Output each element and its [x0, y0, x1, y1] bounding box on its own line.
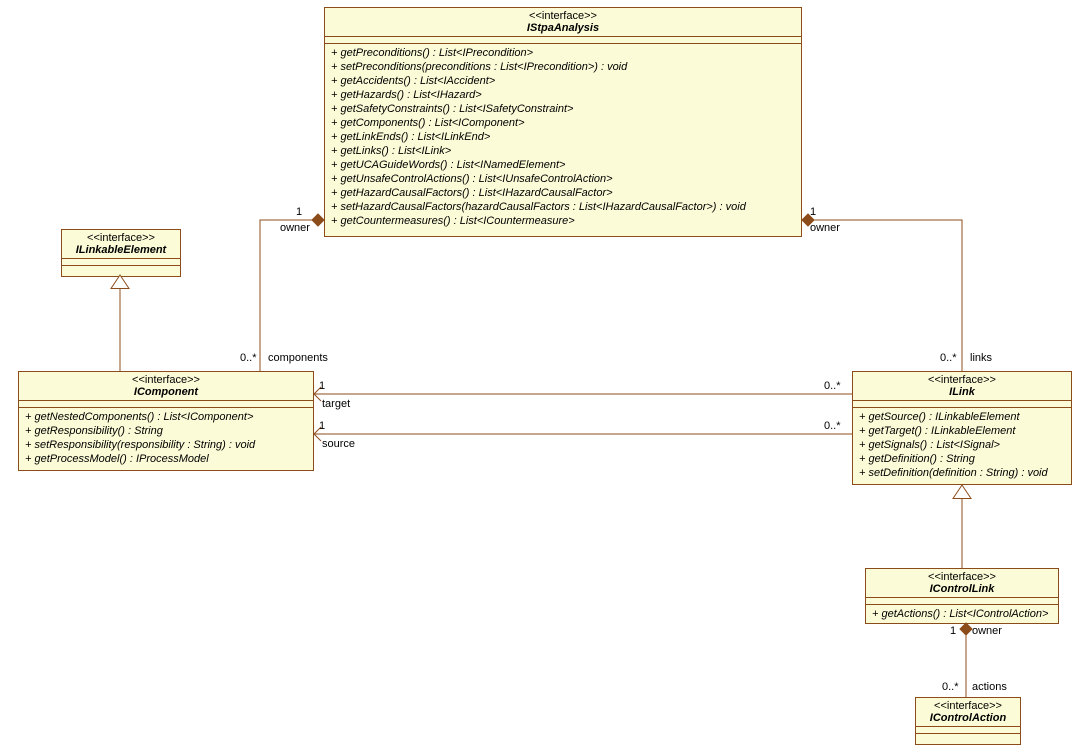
operation: + getLinkEnds() : List<ILinkEnd> — [331, 130, 795, 144]
operation: + setResponsibility(responsibility : Str… — [25, 438, 307, 452]
operation: + getUCAGuideWords() : List<INamedElemen… — [331, 158, 795, 172]
edge-label: 0..* — [824, 420, 841, 432]
operations: + getActions() : List<IControlAction> — [866, 605, 1058, 623]
classname: IStpaAnalysis — [331, 22, 795, 34]
edge-label: 1 — [319, 420, 325, 432]
edge-label: 0..* — [942, 681, 959, 693]
stereotype: <<interface>> — [922, 700, 1014, 712]
edge-label: components — [268, 352, 328, 364]
stereotype: <<interface>> — [68, 232, 174, 244]
operations: + getSource() : ILinkableElement+ getTar… — [853, 408, 1071, 482]
operation: + getTarget() : ILinkableElement — [859, 424, 1065, 438]
class-icontrollink: <<interface>> IControlLink + getActions(… — [865, 568, 1059, 624]
operations — [62, 266, 180, 276]
operations — [916, 734, 1020, 744]
operation: + getDefinition() : String — [859, 452, 1065, 466]
class-icomponent: <<interface>> IComponent + getNestedComp… — [18, 371, 314, 471]
operation: + getPreconditions() : List<IPreconditio… — [331, 46, 795, 60]
edge-label: 1 — [296, 206, 302, 218]
stereotype: <<interface>> — [25, 374, 307, 386]
classname: ILink — [859, 386, 1065, 398]
operation: + getSource() : ILinkableElement — [859, 410, 1065, 424]
operation: + setHazardCausalFactors(hazardCausalFac… — [331, 200, 795, 214]
class-ilink: <<interface>> ILink + getSource() : ILin… — [852, 371, 1072, 485]
operations: + getNestedComponents() : List<IComponen… — [19, 408, 313, 468]
edge-label: owner — [810, 222, 840, 234]
operation: + setDefinition(definition : String) : v… — [859, 466, 1065, 480]
edge-label: 0..* — [240, 352, 257, 364]
operation: + getProcessModel() : IProcessModel — [25, 452, 307, 466]
edge-label: 0..* — [824, 380, 841, 392]
class-icontrolaction: <<interface>> IControlAction — [915, 697, 1021, 745]
edge-label: target — [322, 398, 350, 410]
edge-label: source — [322, 438, 355, 450]
operation: + getSignals() : List<ISignal> — [859, 438, 1065, 452]
stereotype: <<interface>> — [331, 10, 795, 22]
class-ilinkableelement: <<interface>> ILinkableElement — [61, 229, 181, 277]
operation: + getHazards() : List<IHazard> — [331, 88, 795, 102]
operation: + setPreconditions(preconditions : List<… — [331, 60, 795, 74]
operation: + getAccidents() : List<IAccident> — [331, 74, 795, 88]
classname: IControlAction — [922, 712, 1014, 724]
operation: + getResponsibility() : String — [25, 424, 307, 438]
operation: + getUnsafeControlActions() : List<IUnsa… — [331, 172, 795, 186]
edge-label: 1 — [950, 625, 956, 637]
operations: + getPreconditions() : List<IPreconditio… — [325, 44, 801, 230]
operation: + getNestedComponents() : List<IComponen… — [25, 410, 307, 424]
operation: + getActions() : List<IControlAction> — [872, 607, 1052, 621]
edge-label: 1 — [810, 206, 816, 218]
operation: + getLinks() : List<ILink> — [331, 144, 795, 158]
edge-label: 0..* — [940, 352, 957, 364]
edge-label: 1 — [319, 380, 325, 392]
stereotype: <<interface>> — [872, 571, 1052, 583]
class-istpaanalysis: <<interface>> IStpaAnalysis + getPrecond… — [324, 7, 802, 237]
classname: IComponent — [25, 386, 307, 398]
operation: + getSafetyConstraints() : List<ISafetyC… — [331, 102, 795, 116]
edge-label: links — [970, 352, 992, 364]
edge-label: owner — [972, 625, 1002, 637]
operation: + getHazardCausalFactors() : List<IHazar… — [331, 186, 795, 200]
operation: + getComponents() : List<IComponent> — [331, 116, 795, 130]
classname: ILinkableElement — [68, 244, 174, 256]
operation: + getCountermeasures() : List<ICounterme… — [331, 214, 795, 228]
stereotype: <<interface>> — [859, 374, 1065, 386]
classname: IControlLink — [872, 583, 1052, 595]
edge-label: actions — [972, 681, 1007, 693]
edge-label: owner — [280, 222, 310, 234]
